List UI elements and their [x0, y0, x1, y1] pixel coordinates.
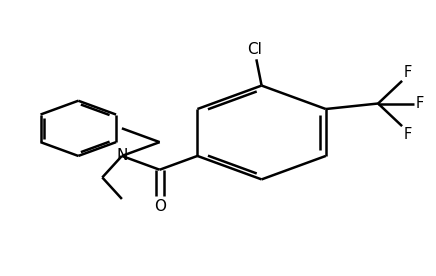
Text: F: F	[404, 127, 412, 142]
Text: F: F	[404, 65, 412, 80]
Text: F: F	[416, 96, 424, 111]
Text: O: O	[153, 199, 166, 214]
Text: N: N	[116, 148, 128, 163]
Text: Cl: Cl	[247, 42, 262, 57]
